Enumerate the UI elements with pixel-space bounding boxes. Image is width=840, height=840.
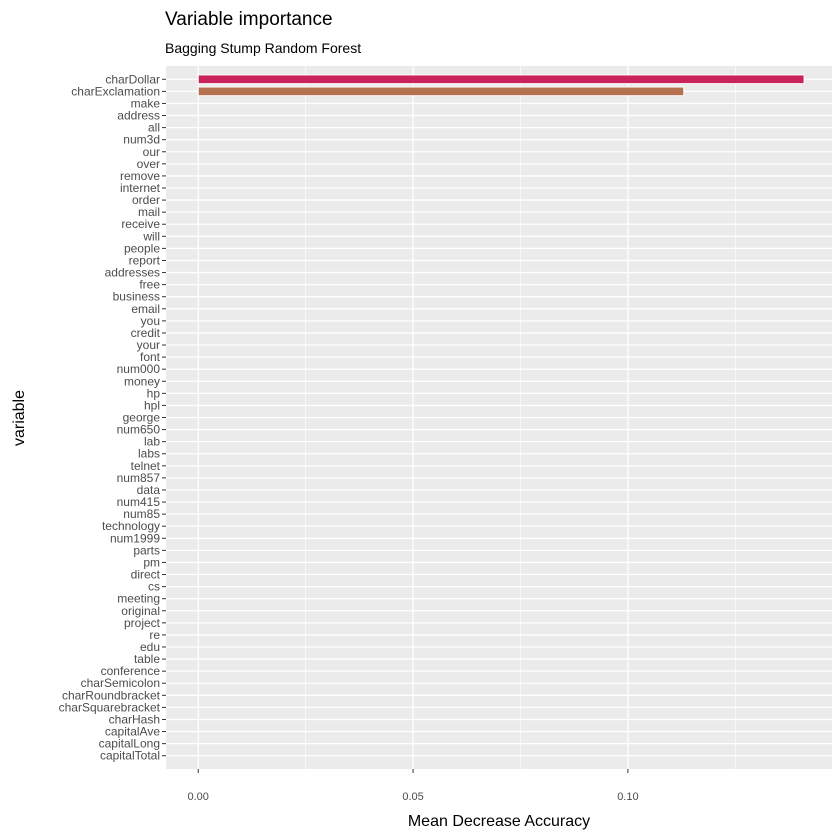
y-tick-label: labs xyxy=(138,447,160,461)
y-tick-label: hp xyxy=(147,386,161,400)
y-tick-label: make xyxy=(131,96,161,110)
major-gridlines xyxy=(166,66,832,769)
y-tick-label: hpl xyxy=(144,398,160,412)
x-tick-label: 0.05 xyxy=(402,791,423,803)
y-tick-label: table xyxy=(134,652,160,666)
y-tick-label: lab xyxy=(144,435,160,449)
y-tick-label: order xyxy=(132,193,160,207)
y-tick-label: original xyxy=(121,604,160,618)
y-tick-label: internet xyxy=(120,181,161,195)
y-tick-label: num85 xyxy=(123,507,160,521)
y-tick-label: num857 xyxy=(117,471,161,485)
y-tick-label: cs xyxy=(148,580,160,594)
y-tick-label: num415 xyxy=(117,495,161,509)
chart-title: Variable importance xyxy=(165,9,333,30)
y-tick-label: charExclamation xyxy=(71,84,160,98)
y-tick-label: addresses xyxy=(105,266,160,280)
y-tick-label: capitalLong xyxy=(99,737,160,751)
y-tick-label: charSemicolon xyxy=(81,676,160,690)
y-tick-label: money xyxy=(124,374,160,388)
y-tick-label: re xyxy=(149,628,160,642)
y-tick-label: will xyxy=(142,229,160,243)
y-tick-label: charSquarebracket xyxy=(59,700,161,714)
y-tick-label: num3d xyxy=(123,133,160,147)
y-tick-label: free xyxy=(139,278,160,292)
y-tick-label: charHash xyxy=(109,712,160,726)
x-axis-ticks: 0.00 0.05 0.10 xyxy=(188,769,639,803)
y-tick-label: pm xyxy=(143,555,160,569)
y-tick-label: data xyxy=(137,483,161,497)
y-tick-label: project xyxy=(124,616,161,630)
y-tick-label: capitalAve xyxy=(105,725,160,739)
y-tick-label: charDollar xyxy=(105,72,160,86)
y-tick-label: num1999 xyxy=(110,531,160,545)
y-tick-label: font xyxy=(140,350,161,364)
y-tick-label: george xyxy=(123,411,161,425)
x-axis-label: Mean Decrease Accuracy xyxy=(408,813,590,830)
chart-subtitle: Bagging Stump Random Forest xyxy=(165,40,361,56)
y-tick-label: people xyxy=(124,241,160,255)
y-tick-label: mail xyxy=(138,205,160,219)
y-tick-label: num000 xyxy=(117,362,161,376)
bar-charDollar xyxy=(197,74,805,85)
y-tick-label: credit xyxy=(131,326,161,340)
y-tick-label: technology xyxy=(102,519,160,533)
y-tick-label: conference xyxy=(101,664,161,678)
y-tick-label: receive xyxy=(121,217,160,231)
y-tick-label: all xyxy=(148,121,160,135)
y-tick-label: meeting xyxy=(117,592,160,606)
y-tick-label: capitalTotal xyxy=(100,749,160,763)
y-tick-label: report xyxy=(129,253,161,267)
y-tick-label: direct xyxy=(131,568,161,582)
y-tick-label: num650 xyxy=(117,423,161,437)
y-tick-label: you xyxy=(141,314,160,328)
bar-charExclamation xyxy=(197,86,685,97)
x-tick-label: 0.00 xyxy=(188,791,209,803)
y-tick-label: edu xyxy=(140,640,160,654)
y-tick-label: parts xyxy=(133,543,160,557)
y-axis-label: variable xyxy=(11,390,28,446)
y-tick-label: our xyxy=(143,145,160,159)
y-axis-ticks: charDollarcharExclamationmakeaddressalln… xyxy=(59,72,166,763)
bars xyxy=(197,74,805,97)
x-tick-label: 0.10 xyxy=(617,791,638,803)
y-tick-label: charRoundbracket xyxy=(62,688,161,702)
y-tick-label: business xyxy=(113,290,160,304)
y-tick-label: remove xyxy=(120,169,160,183)
y-tick-label: email xyxy=(131,302,160,316)
y-tick-label: your xyxy=(137,338,160,352)
y-tick-label: over xyxy=(137,157,160,171)
y-tick-label: address xyxy=(117,109,160,123)
y-tick-label: telnet xyxy=(131,459,161,473)
